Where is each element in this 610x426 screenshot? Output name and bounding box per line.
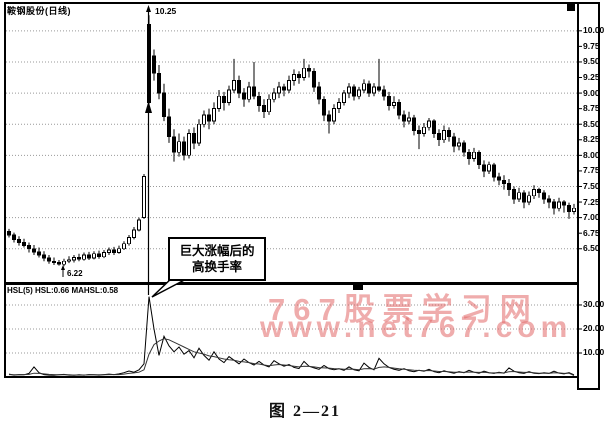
y-axis-label: 9.00 [583,87,600,98]
y-axis-label: 7.00 [583,212,600,223]
y-axis-label: 7.75 [583,165,600,176]
y-axis-label: 8.00 [583,149,600,160]
y-axis-column [577,2,600,390]
y-axis-label: 9.25 [583,72,600,82]
y-axis-label: 30.00 [583,299,605,310]
y-axis-label: 6.75 [583,227,600,238]
y-axis-label: 10.00 [583,25,605,36]
callout-line1: 巨大涨幅后的 [179,243,255,258]
y-axis-label: 7.50 [583,180,600,191]
peak-price-label: 10.25 [155,6,177,16]
chart-title: 鞍钢股份(日线) [7,6,71,16]
y-axis-label: 10.00 [583,347,605,358]
y-axis-label: 9.75 [583,40,600,51]
y-axis-label: 7.25 [583,196,600,207]
y-axis-label: 6.50 [583,243,600,254]
window-corner-icon[interactable] [567,4,575,11]
annotation-callout: 巨大涨幅后的 高换手率 [168,237,266,281]
watermark-url: www.net767.com [260,311,573,344]
y-axis-label: 9.50 [583,56,600,67]
indicator-header: HSL(5) HSL:0.66 MAHSL:0.58 [7,286,119,295]
figure-caption: 图 2—21 [268,403,341,420]
panel-separator [6,282,577,285]
callout-line2: 高换手率 [191,260,242,274]
low-price-label: 6.22 [67,269,83,278]
y-axis-label: 20.00 [583,323,605,334]
y-axis-label: 8.25 [583,134,600,145]
y-axis-label: 8.75 [583,103,600,114]
y-axis-label: 8.50 [583,118,600,129]
